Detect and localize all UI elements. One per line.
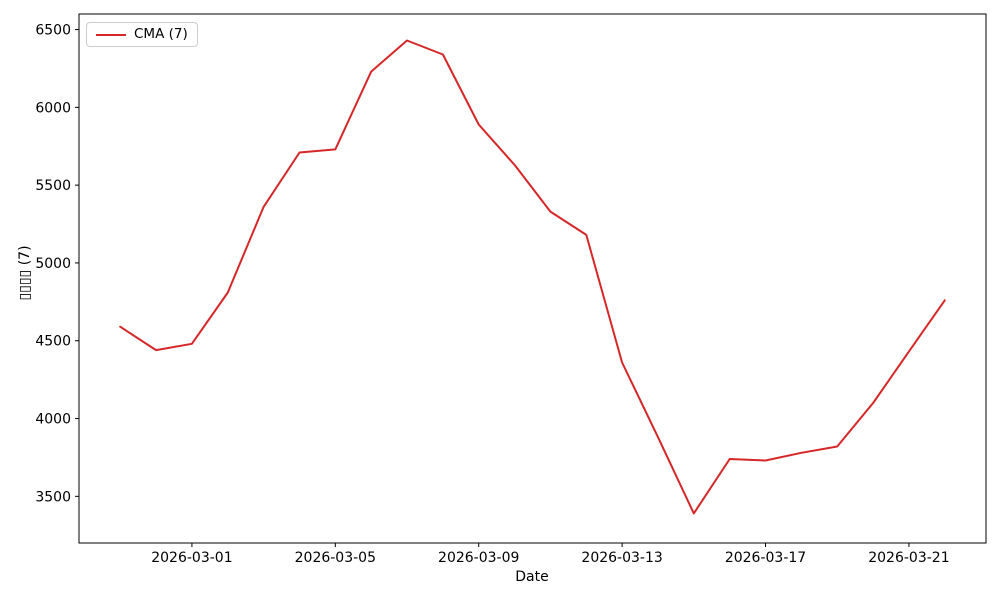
- cma-series-line: [119, 39, 946, 515]
- y-tick-label: 5500: [35, 178, 71, 194]
- x-tick-label: 2026-03-17: [725, 550, 806, 566]
- legend-line-sample: [96, 33, 126, 36]
- y-tick-label: 6500: [35, 23, 71, 39]
- x-axis-label: Date: [515, 569, 549, 585]
- x-tick-label: 2026-03-05: [295, 550, 376, 566]
- x-tick-label: 2026-03-01: [151, 550, 232, 566]
- x-tick-label: 2026-03-09: [438, 550, 519, 566]
- legend: CMA (7): [86, 22, 198, 47]
- y-tick-label: 3500: [35, 489, 71, 505]
- plot-border: [78, 13, 987, 544]
- y-axis-label: ▯▯▯▯ (7): [17, 245, 33, 301]
- y-tick-label: 4500: [35, 334, 71, 350]
- y-tick-label: 6000: [35, 100, 71, 116]
- y-tick-label: 4000: [35, 412, 71, 428]
- x-tick-label: 2026-03-21: [868, 550, 949, 566]
- x-tick-label: 2026-03-13: [581, 550, 662, 566]
- legend-label: CMA (7): [134, 26, 188, 43]
- y-tick-label: 5000: [35, 256, 71, 272]
